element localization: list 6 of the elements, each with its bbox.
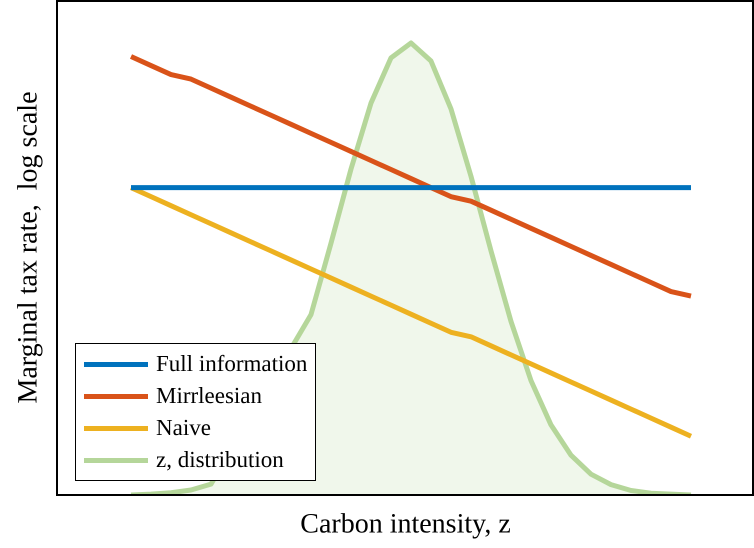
legend-label: Mirrleesian	[156, 383, 262, 409]
x-axis-title: Carbon intensity, z	[300, 508, 511, 540]
legend-label: Full information	[156, 351, 308, 377]
y-axis-title: Marginal tax rate, log scale	[12, 91, 44, 404]
legend-label: z, distribution	[156, 447, 284, 473]
legend-label: Naive	[156, 415, 211, 441]
